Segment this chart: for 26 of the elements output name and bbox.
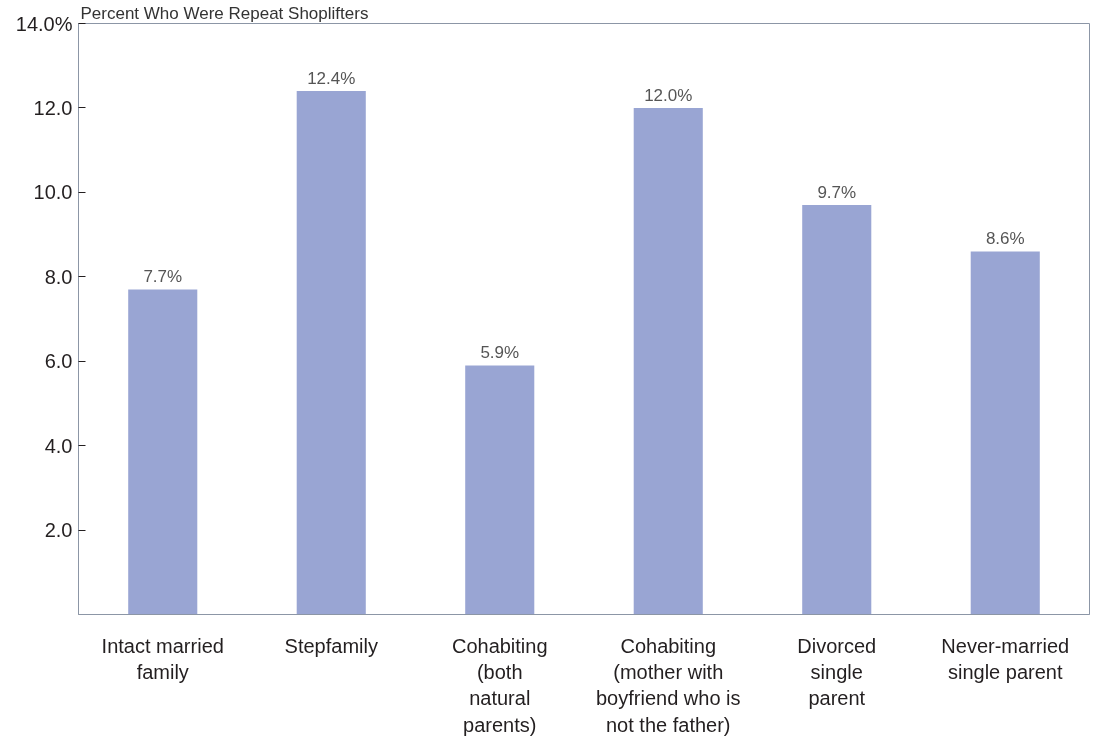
y-tick-label: 10.0 — [33, 181, 73, 204]
chart-title: Percent Who Were Repeat Shoplifters — [80, 3, 369, 23]
y-tick-label: 12.0 — [33, 96, 73, 119]
bar — [802, 205, 872, 615]
x-tick-label: Stepfamily — [284, 634, 378, 657]
data-label: 12.0% — [644, 85, 693, 105]
bar — [128, 289, 198, 615]
x-tick-label: Never-married single parent — [941, 634, 1070, 683]
y-tick-label: 6.0 — [44, 350, 73, 373]
y-tick-label: 2.0 — [44, 519, 73, 542]
x-tick-label: Cohabiting (mother with boyfriend who is not the father) — [595, 634, 741, 736]
y-tick-label: 4.0 — [44, 434, 73, 457]
data-label: 9.7% — [817, 183, 857, 203]
x-tick-label: Cohabiting (both natural parents) — [451, 634, 548, 736]
bar — [465, 365, 535, 615]
data-label: 12.4% — [307, 69, 356, 89]
bar — [633, 107, 703, 615]
y-tick-label: 14.0% — [15, 12, 73, 35]
x-tick-label: Intact married family — [101, 634, 224, 683]
data-label: 5.9% — [480, 343, 520, 363]
bar — [970, 251, 1040, 615]
data-label: 8.6% — [985, 229, 1025, 249]
data-label: 7.7% — [143, 267, 183, 287]
x-tick-label: Divorced single parent — [797, 634, 877, 710]
y-tick-label: 8.0 — [44, 265, 73, 288]
bar — [296, 91, 366, 615]
